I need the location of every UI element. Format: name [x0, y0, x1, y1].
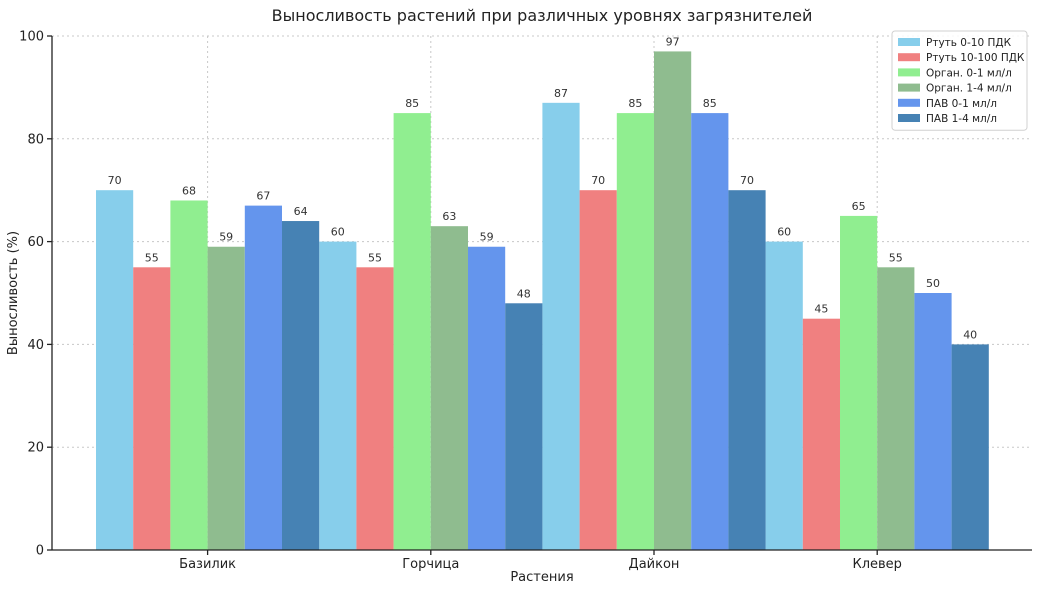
bar — [616, 113, 654, 550]
bar — [877, 267, 915, 550]
legend-swatch — [898, 98, 920, 107]
bar — [840, 215, 878, 550]
data-label: 85 — [628, 97, 642, 110]
bar — [133, 267, 171, 550]
bar — [96, 190, 134, 550]
bar — [765, 241, 803, 550]
legend-swatch — [898, 83, 920, 92]
data-label: 45 — [814, 303, 828, 316]
data-label: 59 — [219, 231, 233, 244]
legend-label: Ртуть 10-100 ПДК — [926, 52, 1025, 64]
data-label: 97 — [666, 35, 680, 48]
data-label: 87 — [554, 87, 568, 100]
bar — [244, 205, 282, 550]
axes: 0 20 40 60 80 100 Базилик Горчица Дайкон Клевер — [19, 30, 1032, 572]
bars — [96, 51, 989, 551]
data-label: 70 — [108, 174, 122, 187]
bar — [802, 318, 840, 550]
data-label: 85 — [405, 97, 419, 110]
data-label: 70 — [740, 174, 754, 187]
data-label: 64 — [294, 205, 308, 218]
data-label: 65 — [852, 200, 866, 213]
x-tick-label: Базилик — [179, 557, 236, 572]
legend-label: Орган. 1-4 мл/л — [926, 83, 1012, 95]
bar — [356, 267, 394, 550]
y-tick-label: 60 — [27, 235, 44, 250]
y-tick-label: 20 — [27, 441, 44, 456]
data-label: 55 — [368, 251, 382, 264]
data-label: 63 — [442, 210, 456, 223]
bar — [728, 190, 766, 550]
legend-label: Ртуть 0-10 ПДК — [926, 37, 1012, 49]
legend-swatch — [898, 114, 920, 122]
y-axis-title: Выносливость (%) — [6, 231, 21, 355]
y-tick-label: 80 — [27, 132, 44, 147]
bar — [579, 190, 617, 550]
data-label: 48 — [517, 287, 531, 300]
bar — [170, 200, 208, 551]
data-label: 55 — [889, 251, 903, 264]
bar — [505, 303, 543, 550]
chart-title: Выносливость растений при различных уров… — [272, 6, 813, 25]
legend-swatch — [898, 38, 920, 46]
bar — [654, 51, 692, 551]
x-tick-label: Горчица — [402, 557, 459, 572]
legend-swatch — [898, 68, 920, 77]
x-axis-title: Растения — [510, 570, 573, 585]
bar — [430, 226, 468, 550]
y-tick-label: 40 — [27, 338, 44, 353]
data-label: 85 — [703, 97, 717, 110]
y-tick-label: 0 — [36, 544, 44, 559]
data-label: 68 — [182, 184, 196, 197]
legend-label: Орган. 0-1 мл/л — [926, 67, 1012, 79]
bar — [393, 113, 431, 550]
data-label: 40 — [963, 328, 977, 341]
data-label: 67 — [256, 190, 270, 203]
legend-box — [891, 30, 1028, 131]
legend-label: ПАВ 0-1 мл/л — [926, 98, 997, 110]
data-label: 50 — [926, 277, 940, 290]
bar — [207, 246, 245, 551]
data-label: 60 — [331, 226, 345, 239]
data-label: 59 — [480, 231, 494, 244]
data-labels: 70 60 87 60 55 55 70 45 68 85 85 65 59 63 97 55 67 59 85 50… — [108, 35, 978, 341]
bar — [691, 113, 729, 550]
bar — [542, 102, 580, 550]
bar — [319, 241, 357, 550]
bar — [282, 221, 320, 551]
bar — [914, 293, 952, 550]
bar — [951, 344, 989, 550]
x-tick-label: Клевер — [852, 557, 901, 572]
bar — [468, 246, 506, 551]
legend-label: ПАВ 1-4 мл/л — [926, 113, 997, 125]
data-label: 55 — [145, 251, 159, 264]
legend-swatch — [898, 53, 920, 62]
x-tick-label: Дайкон — [629, 557, 680, 572]
data-label: 70 — [591, 174, 605, 187]
legend: Ртуть 0-10 ПДК Ртуть 10-100 ПДК Орган. 0-1… — [891, 30, 1028, 131]
y-tick-label: 100 — [19, 30, 44, 45]
data-label: 60 — [777, 226, 791, 239]
